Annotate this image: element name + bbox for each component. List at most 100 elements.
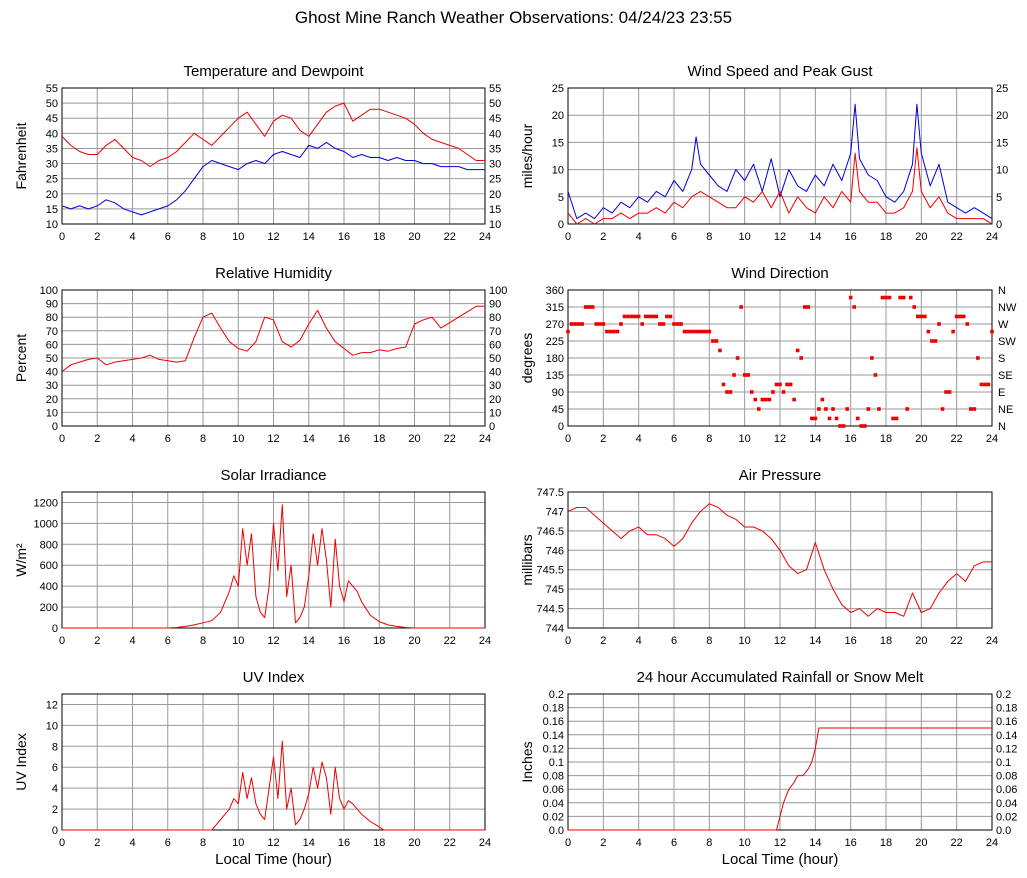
x-tick-label: 12 bbox=[267, 635, 279, 647]
data-point bbox=[749, 390, 754, 394]
data-point bbox=[668, 314, 673, 319]
data-point bbox=[802, 305, 807, 309]
x-axis-label: Local Time (hour) bbox=[215, 851, 332, 868]
x-tick-label: 16 bbox=[845, 837, 857, 849]
data-point bbox=[636, 314, 641, 319]
y-tick-label-right: 25 bbox=[996, 83, 1008, 95]
data-point bbox=[866, 407, 871, 411]
x-tick-label: 14 bbox=[303, 635, 315, 647]
x-tick-label: 4 bbox=[636, 231, 642, 243]
y-tick-label: 0.08 bbox=[543, 771, 564, 783]
x-tick-label: 10 bbox=[232, 837, 244, 849]
data-point bbox=[870, 356, 874, 360]
y-tick-label-right: 45 bbox=[489, 113, 501, 125]
data-point bbox=[792, 397, 796, 402]
x-tick-label: 8 bbox=[200, 433, 206, 445]
y-tick-label-right: 60 bbox=[489, 339, 501, 351]
data-point bbox=[813, 416, 818, 421]
data-point bbox=[908, 295, 913, 300]
y-tick-label-right: 0 bbox=[489, 421, 495, 433]
y-tick-label-right: 70 bbox=[489, 326, 501, 338]
y-tick-label-right: 0.16 bbox=[996, 716, 1017, 728]
data-point bbox=[619, 322, 623, 326]
data-point bbox=[877, 407, 881, 411]
y-tick-label: 8 bbox=[52, 741, 58, 753]
data-point bbox=[686, 329, 690, 334]
y-tick-label-right: 0.0 bbox=[996, 825, 1011, 837]
data-point bbox=[626, 314, 630, 319]
data-point bbox=[633, 314, 637, 319]
y-tick-label: 0.16 bbox=[543, 716, 564, 728]
x-tick-label: 2 bbox=[94, 635, 100, 647]
y-tick-label: 0.04 bbox=[543, 798, 564, 810]
data-point bbox=[930, 339, 934, 343]
plot-frame bbox=[61, 289, 486, 427]
data-point bbox=[820, 397, 825, 402]
x-tick-label: 18 bbox=[880, 635, 892, 647]
y-tick-label: 747 bbox=[546, 506, 564, 518]
data-point bbox=[937, 322, 941, 326]
data-point bbox=[965, 322, 970, 326]
y-tick-label: 746 bbox=[546, 545, 564, 557]
y-tick-label-right: 50 bbox=[489, 98, 501, 110]
x-tick-label: 0 bbox=[565, 837, 571, 849]
data-point bbox=[721, 382, 726, 387]
y-tick-label: 315 bbox=[546, 302, 564, 314]
y-tick-label-right: 25 bbox=[489, 174, 501, 186]
series-line-blue bbox=[61, 141, 485, 216]
y-tick-label: 10 bbox=[552, 165, 564, 177]
y-tick-label: 747.5 bbox=[536, 487, 564, 499]
series-line-red bbox=[62, 504, 485, 629]
x-tick-label: 12 bbox=[267, 837, 279, 849]
data-point bbox=[845, 407, 849, 411]
data-point bbox=[651, 314, 655, 319]
series-line-blue bbox=[567, 103, 993, 220]
data-point bbox=[725, 390, 729, 394]
x-tick-label: 10 bbox=[739, 433, 751, 445]
series-line-red bbox=[567, 503, 992, 617]
data-point bbox=[898, 295, 902, 300]
data-point bbox=[679, 322, 683, 326]
x-tick-label: 14 bbox=[809, 837, 821, 849]
y-tick-label: 90 bbox=[552, 387, 564, 399]
x-tick-label: 16 bbox=[338, 433, 350, 445]
y-tick-label: 0.06 bbox=[543, 784, 564, 796]
x-tick-label: 18 bbox=[880, 231, 892, 243]
x-tick-label: 4 bbox=[129, 433, 135, 445]
data-point bbox=[590, 305, 595, 309]
y-tick-label: 30 bbox=[46, 159, 58, 171]
series-line-red bbox=[567, 147, 993, 225]
y-tick-label: 400 bbox=[40, 581, 58, 593]
y-tick-label: 745.5 bbox=[536, 565, 564, 577]
x-tick-label: 8 bbox=[200, 837, 206, 849]
compass-label: S bbox=[998, 353, 1005, 365]
y-tick-label: 35 bbox=[46, 143, 58, 155]
y-tick-label: 746.5 bbox=[536, 526, 564, 538]
x-tick-label: 12 bbox=[267, 231, 279, 243]
data-point bbox=[672, 322, 676, 326]
y-tick-label: 225 bbox=[546, 336, 564, 348]
x-tick-label: 20 bbox=[408, 635, 420, 647]
data-point bbox=[714, 339, 719, 343]
x-tick-label: 14 bbox=[809, 635, 821, 647]
y-tick-label: 50 bbox=[46, 353, 58, 365]
data-point bbox=[587, 305, 591, 309]
data-point bbox=[951, 329, 955, 334]
x-tick-label: 22 bbox=[951, 837, 963, 849]
x-tick-label: 8 bbox=[200, 231, 206, 243]
y-tick-label: 20 bbox=[46, 394, 58, 406]
y-tick-label: 744 bbox=[546, 623, 564, 635]
compass-label: W bbox=[998, 319, 1009, 331]
data-point bbox=[689, 329, 694, 334]
data-point bbox=[894, 416, 899, 421]
chart-title: Solar Irradiance bbox=[221, 467, 327, 484]
y-tick-label: 744.5 bbox=[536, 604, 564, 616]
y-axis-label: degrees bbox=[519, 333, 535, 384]
x-tick-label: 12 bbox=[774, 433, 786, 445]
x-tick-label: 10 bbox=[232, 635, 244, 647]
x-tick-label: 0 bbox=[59, 635, 65, 647]
y-tick-label: 0 bbox=[52, 421, 58, 433]
data-point bbox=[643, 314, 648, 319]
